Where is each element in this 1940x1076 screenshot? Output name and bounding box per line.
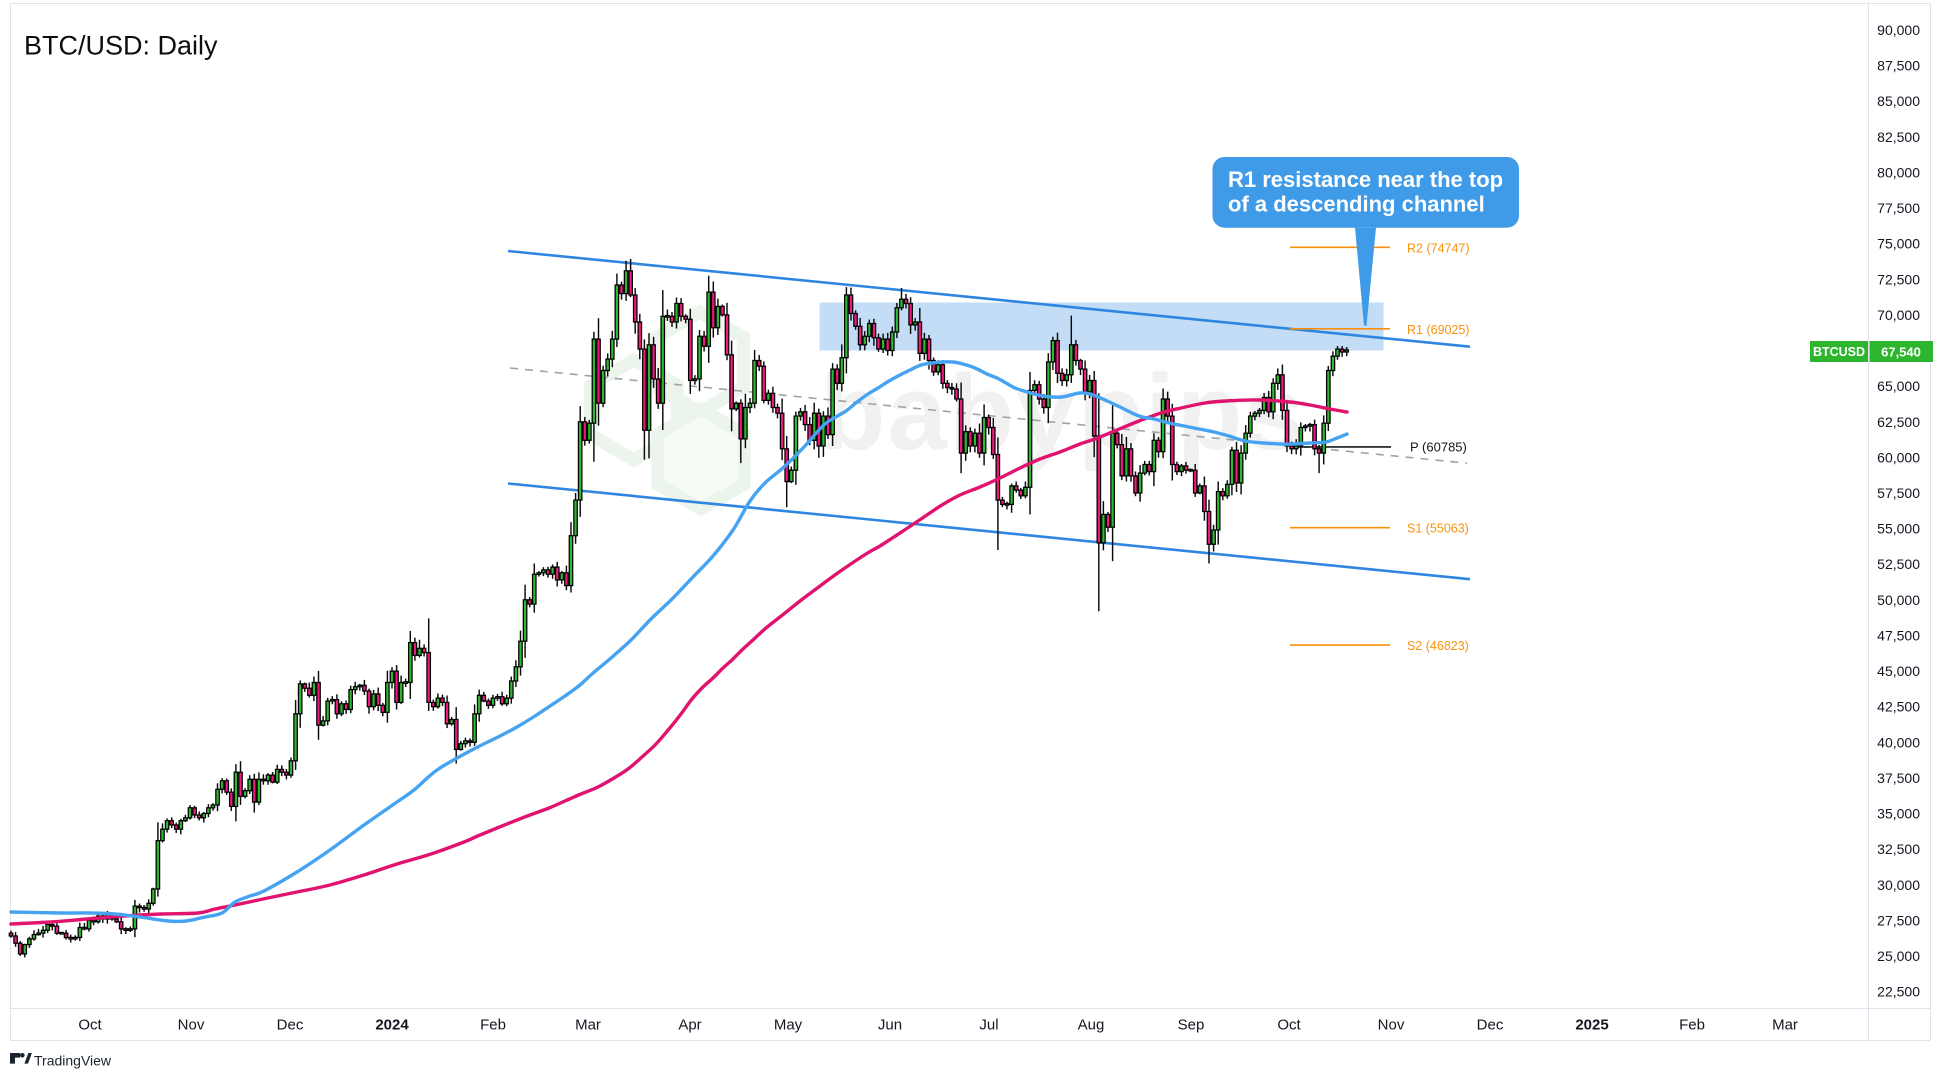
svg-text:25,000: 25,000 <box>1877 948 1920 964</box>
svg-text:40,000: 40,000 <box>1877 734 1920 750</box>
svg-text:Jun: Jun <box>878 1017 902 1034</box>
svg-text:60,000: 60,000 <box>1877 449 1920 465</box>
svg-text:87,500: 87,500 <box>1877 58 1920 74</box>
svg-text:Jul: Jul <box>979 1017 998 1034</box>
svg-text:42,500: 42,500 <box>1877 699 1920 715</box>
svg-text:77,500: 77,500 <box>1877 200 1920 216</box>
svg-text:70,000: 70,000 <box>1877 307 1920 323</box>
svg-text:Apr: Apr <box>678 1017 701 1034</box>
svg-text:37,500: 37,500 <box>1877 770 1920 786</box>
svg-text:52,500: 52,500 <box>1877 556 1920 572</box>
svg-text:of a descending channel: of a descending channel <box>1228 192 1485 217</box>
svg-text:90,000: 90,000 <box>1877 22 1920 38</box>
svg-text:Mar: Mar <box>575 1017 601 1034</box>
svg-text:S2 (46823): S2 (46823) <box>1407 639 1469 653</box>
svg-text:Mar: Mar <box>1772 1017 1798 1034</box>
svg-text:22,500: 22,500 <box>1877 984 1920 1000</box>
svg-text:45,000: 45,000 <box>1877 663 1920 679</box>
svg-text:Feb: Feb <box>480 1017 506 1034</box>
svg-text:Feb: Feb <box>1679 1017 1705 1034</box>
svg-text:2024: 2024 <box>375 1017 409 1034</box>
svg-text:47,500: 47,500 <box>1877 628 1920 644</box>
svg-text:62,500: 62,500 <box>1877 414 1920 430</box>
svg-text:Dec: Dec <box>1477 1017 1504 1034</box>
svg-text:R1 resistance near the top: R1 resistance near the top <box>1228 167 1503 192</box>
svg-text:35,000: 35,000 <box>1877 806 1920 822</box>
svg-text:65,000: 65,000 <box>1877 378 1920 394</box>
svg-text:P (60785): P (60785) <box>1410 440 1467 455</box>
svg-text:TradingView: TradingView <box>34 1053 112 1069</box>
svg-text:72,500: 72,500 <box>1877 271 1920 287</box>
svg-text:Nov: Nov <box>178 1017 205 1034</box>
svg-text:Sep: Sep <box>1178 1017 1205 1034</box>
svg-text:Oct: Oct <box>78 1017 102 1034</box>
svg-text:R2 (74747): R2 (74747) <box>1407 241 1470 255</box>
svg-text:Dec: Dec <box>277 1017 304 1034</box>
svg-text:30,000: 30,000 <box>1877 877 1920 893</box>
svg-text:R1 (69025): R1 (69025) <box>1407 323 1470 337</box>
svg-text:67,540: 67,540 <box>1881 345 1921 360</box>
svg-text:BTC/USD: Daily: BTC/USD: Daily <box>24 31 218 61</box>
svg-text:May: May <box>774 1017 803 1034</box>
svg-text:Nov: Nov <box>1378 1017 1405 1034</box>
svg-text:80,000: 80,000 <box>1877 165 1920 181</box>
svg-text:27,500: 27,500 <box>1877 912 1920 928</box>
svg-text:85,000: 85,000 <box>1877 93 1920 109</box>
svg-text:57,500: 57,500 <box>1877 485 1920 501</box>
svg-text:32,500: 32,500 <box>1877 841 1920 857</box>
svg-text:Aug: Aug <box>1078 1017 1105 1034</box>
svg-text:BTCUSD: BTCUSD <box>1813 345 1865 359</box>
svg-text:Oct: Oct <box>1277 1017 1301 1034</box>
svg-text:2025: 2025 <box>1575 1017 1608 1034</box>
svg-text:55,000: 55,000 <box>1877 521 1920 537</box>
svg-text:S1 (55063): S1 (55063) <box>1407 522 1469 536</box>
svg-text:75,000: 75,000 <box>1877 236 1920 252</box>
svg-text:50,000: 50,000 <box>1877 592 1920 608</box>
svg-text:82,500: 82,500 <box>1877 129 1920 145</box>
